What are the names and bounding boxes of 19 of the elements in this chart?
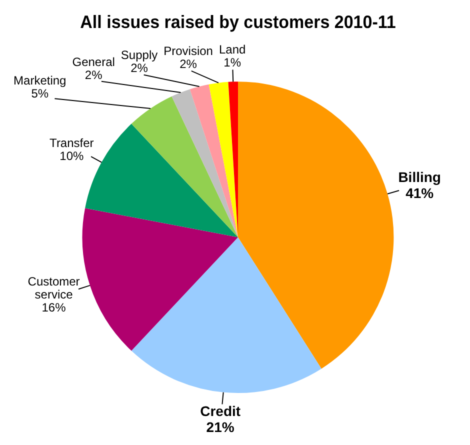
data-label: 2%: [84, 68, 103, 82]
slice-label: Supply: [120, 48, 158, 62]
slice-label: Marketing: [14, 74, 66, 88]
data-label: 10%: [60, 149, 84, 164]
data-label: 2%: [130, 61, 148, 76]
data-label: 21%: [206, 419, 235, 436]
data-label: 41%: [406, 184, 434, 201]
slice-label: Billing: [398, 168, 441, 185]
slice-label: Customer service: [28, 274, 80, 302]
data-label: 2%: [180, 56, 198, 71]
slice-label: Land: [218, 42, 246, 56]
data-label: 1%: [224, 56, 242, 70]
data-label: 16%: [42, 300, 66, 314]
slice-label: General: [72, 55, 115, 70]
chart-title: All issues raised by customers 2010-11: [80, 11, 396, 32]
slice-label: Transfer: [50, 136, 94, 150]
slice-label: Provision: [164, 44, 213, 58]
data-label: 5%: [31, 86, 49, 101]
slice-label: Credit: [200, 403, 241, 420]
